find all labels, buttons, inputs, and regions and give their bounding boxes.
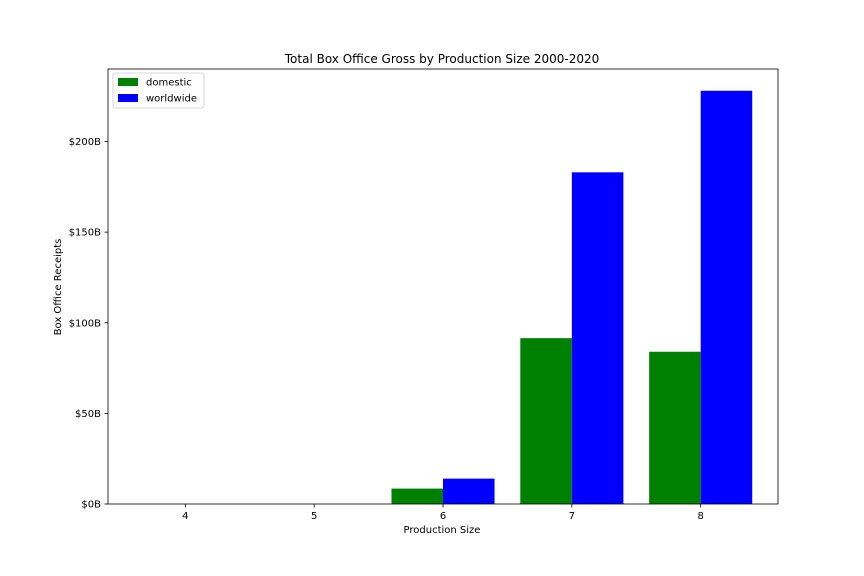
plot-frame	[107, 68, 779, 505]
bar-worldwide-7	[571, 172, 624, 504]
bar-domestic-6	[391, 488, 443, 504]
x-tick-label: 7	[569, 511, 575, 522]
bar-domestic-8	[649, 351, 701, 504]
y-tick-label: $100B	[69, 318, 101, 329]
x-tick-label: 4	[182, 511, 188, 522]
legend-label-worldwide: worldwide	[146, 94, 197, 105]
legend: domestic worldwide	[112, 72, 205, 109]
x-tick-label: 8	[698, 511, 704, 522]
bar-worldwide-8	[700, 90, 753, 504]
y-tick-label: $50B	[75, 409, 101, 420]
y-axis-ticks: $0B $50B $100B $150B $200B	[69, 137, 108, 511]
legend-label-domestic: domestic	[146, 78, 192, 89]
y-axis-label: Box Office Receipts	[53, 239, 64, 336]
bars-layer	[391, 90, 753, 504]
x-axis-ticks: 4 5 6 7 8	[182, 504, 704, 522]
chart-title: Total Box Office Gross by Production Siz…	[284, 52, 599, 66]
x-axis-label: Production Size	[404, 525, 481, 536]
bar-domestic-7	[520, 338, 572, 504]
legend-swatch-domestic	[118, 78, 138, 86]
x-tick-label: 5	[311, 511, 317, 522]
bar-worldwide-6	[443, 478, 495, 504]
y-tick-label: $150B	[69, 228, 101, 239]
legend-swatch-worldwide	[118, 94, 138, 102]
y-tick-label: $0B	[81, 500, 101, 511]
y-tick-label: $200B	[69, 137, 101, 148]
x-tick-label: 6	[440, 511, 446, 522]
